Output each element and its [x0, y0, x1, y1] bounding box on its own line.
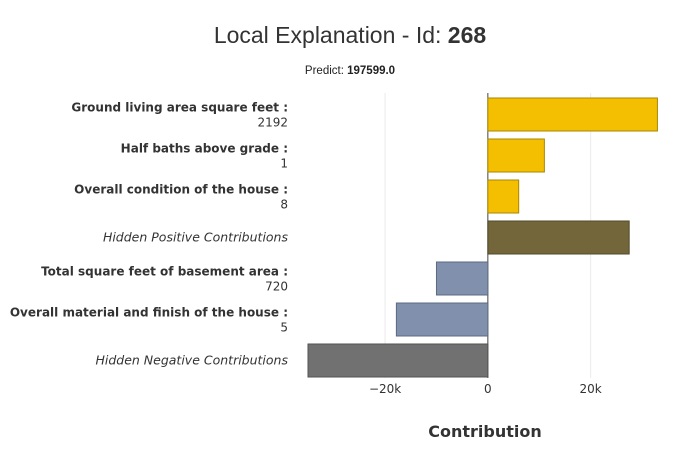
- x-tick-label: 20k: [580, 382, 602, 396]
- x-axis-label: Contribution: [428, 422, 542, 441]
- predict-value: 197599.0: [347, 65, 396, 77]
- feature-name-label: Total square feet of basement area :: [41, 265, 288, 279]
- hidden-contributions-label: Hidden Negative Contributions: [95, 353, 288, 368]
- feature-value-label: 5: [280, 321, 288, 335]
- hidden-contributions-label: Hidden Positive Contributions: [103, 230, 289, 245]
- feature-value-label: 2192: [257, 116, 288, 130]
- bar-7[interactable]: [307, 343, 489, 378]
- feature-value-label: 1: [280, 157, 288, 171]
- feature-value-label: 8: [280, 198, 288, 212]
- feature-name-label: Overall material and finish of the house…: [10, 306, 288, 320]
- feature-name-label: Half baths above grade :: [121, 142, 288, 156]
- feature-value-label: 720: [265, 280, 288, 294]
- bar-3[interactable]: [487, 179, 520, 214]
- feature-name-label: Ground living area square feet :: [71, 101, 288, 115]
- feature-name-label: Overall condition of the house :: [74, 183, 288, 197]
- chart-subtitle: Predict: 197599.0: [0, 65, 700, 77]
- bar-6[interactable]: [395, 302, 489, 337]
- bar-4[interactable]: [487, 220, 630, 255]
- chart-title: Local Explanation - Id: 268: [0, 22, 700, 49]
- bars-group: [307, 97, 658, 378]
- x-tick-label: 0: [484, 382, 492, 396]
- bar-2[interactable]: [487, 138, 545, 173]
- x-ticks-group: −20k 0 20k: [369, 382, 602, 396]
- bar-1[interactable]: [487, 97, 658, 132]
- x-tick-label: −20k: [369, 382, 401, 396]
- y-labels-group: Ground living area square feet :2192 Half…: [10, 101, 289, 368]
- title-id: 268: [447, 22, 487, 48]
- predict-label: Predict:: [304, 65, 348, 77]
- bar-5[interactable]: [435, 261, 489, 296]
- title-prefix: Local Explanation - Id:: [213, 22, 448, 48]
